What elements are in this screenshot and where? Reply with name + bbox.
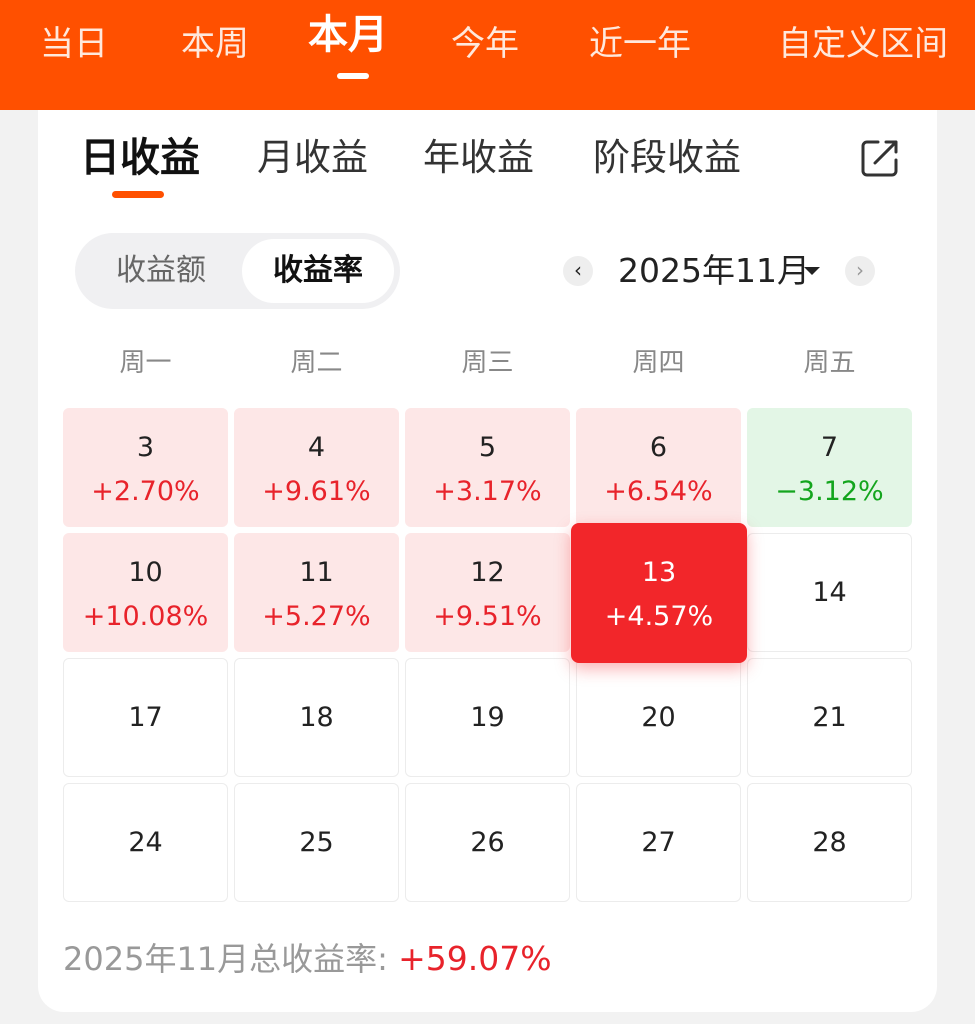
day-number: 10 bbox=[128, 557, 163, 588]
period-tab-custom-range[interactable]: 自定义区间 bbox=[778, 24, 948, 64]
period-tab-bar: 当日 本周 本月 今年 近一年 自定义区间 bbox=[0, 0, 975, 110]
calendar-day-cell[interactable]: 17 bbox=[63, 658, 228, 777]
summary-label: 2025年11月总收益率: bbox=[63, 940, 399, 978]
day-number: 11 bbox=[299, 557, 334, 588]
calendar-day-cell[interactable]: 20 bbox=[576, 658, 741, 777]
summary-value: +59.07% bbox=[398, 939, 552, 978]
chevron-right-icon: › bbox=[856, 258, 864, 282]
day-number: 20 bbox=[641, 702, 676, 733]
period-tab-last-year[interactable]: 近一年 bbox=[589, 24, 691, 64]
calendar-day-cell[interactable]: 11 +5.27% bbox=[234, 533, 399, 652]
calendar-day-cell[interactable]: 24 bbox=[63, 783, 228, 902]
weekday-thu: 周四 bbox=[632, 348, 685, 378]
day-return-value: +10.08% bbox=[82, 601, 209, 632]
weekday-tue: 周二 bbox=[290, 348, 343, 378]
weekday-mon: 周一 bbox=[119, 348, 172, 378]
weekday-wed: 周三 bbox=[461, 348, 514, 378]
subtab-yearly-returns[interactable]: 年收益 bbox=[423, 136, 534, 179]
day-number: 21 bbox=[812, 702, 847, 733]
subtab-period-returns[interactable]: 阶段收益 bbox=[593, 136, 741, 179]
calendar-day-cell[interactable]: 21 bbox=[747, 658, 912, 777]
subtab-monthly-returns[interactable]: 月收益 bbox=[257, 136, 368, 179]
next-month-button[interactable]: › bbox=[845, 256, 875, 286]
share-icon[interactable] bbox=[858, 136, 902, 180]
day-number: 18 bbox=[299, 702, 334, 733]
toggle-return-rate[interactable]: 收益率 bbox=[242, 239, 394, 303]
calendar-day-cell[interactable]: 4 +9.61% bbox=[234, 408, 399, 527]
day-number: 25 bbox=[299, 827, 334, 858]
calendar-day-cell[interactable]: 3 +2.70% bbox=[63, 408, 228, 527]
calendar-day-cell[interactable]: 26 bbox=[405, 783, 570, 902]
day-return-value: +4.57% bbox=[604, 601, 714, 632]
period-tab-this-week[interactable]: 本周 bbox=[181, 24, 249, 64]
weekday-fri: 周五 bbox=[803, 348, 856, 378]
calendar-day-cell[interactable]: 7 −3.12% bbox=[747, 408, 912, 527]
day-number: 28 bbox=[812, 827, 847, 858]
month-total-summary: 2025年11月总收益率: +59.07% bbox=[63, 937, 552, 981]
day-number: 3 bbox=[136, 432, 155, 463]
period-tab-indicator bbox=[337, 73, 369, 79]
caret-down-icon[interactable] bbox=[804, 267, 820, 275]
day-return-value: +9.61% bbox=[262, 476, 371, 507]
calendar-day-cell[interactable]: 28 bbox=[747, 783, 912, 902]
day-number: 27 bbox=[641, 827, 676, 858]
calendar-day-cell[interactable]: 6 +6.54% bbox=[576, 408, 741, 527]
subtab-indicator bbox=[112, 191, 164, 198]
day-return-value: +5.27% bbox=[262, 601, 371, 632]
month-selector[interactable]: 2025年11月 bbox=[618, 251, 810, 290]
day-number: 17 bbox=[128, 702, 163, 733]
day-number: 12 bbox=[470, 557, 505, 588]
calendar-day-cell[interactable]: 13 +4.57% bbox=[571, 523, 747, 663]
day-return-value: +3.17% bbox=[433, 476, 542, 507]
day-number: 24 bbox=[128, 827, 163, 858]
amount-rate-toggle: 收益额 收益率 bbox=[75, 233, 400, 309]
calendar-day-cell[interactable]: 10 +10.08% bbox=[63, 533, 228, 652]
day-number: 19 bbox=[470, 702, 505, 733]
day-return-value: +9.51% bbox=[433, 601, 542, 632]
period-tab-today[interactable]: 当日 bbox=[40, 24, 108, 64]
day-number: 5 bbox=[478, 432, 497, 463]
day-number: 6 bbox=[649, 432, 668, 463]
calendar-day-cell[interactable]: 19 bbox=[405, 658, 570, 777]
calendar-day-cell[interactable]: 27 bbox=[576, 783, 741, 902]
day-number: 13 bbox=[641, 557, 677, 588]
calendar-day-cell[interactable]: 14 bbox=[747, 533, 912, 652]
day-number: 4 bbox=[307, 432, 326, 463]
calendar-day-cell[interactable]: 12 +9.51% bbox=[405, 533, 570, 652]
day-return-value: −3.12% bbox=[775, 476, 884, 507]
prev-month-button[interactable]: ‹ bbox=[563, 256, 593, 286]
calendar-day-cell[interactable]: 5 +3.17% bbox=[405, 408, 570, 527]
day-number: 14 bbox=[812, 577, 847, 608]
day-return-value: +2.70% bbox=[91, 476, 200, 507]
period-tab-this-month[interactable]: 本月 bbox=[308, 12, 388, 58]
day-return-value: +6.54% bbox=[604, 476, 713, 507]
day-number: 7 bbox=[820, 432, 839, 463]
subtab-daily-returns[interactable]: 日收益 bbox=[80, 135, 200, 181]
day-number: 26 bbox=[470, 827, 505, 858]
period-tab-this-year[interactable]: 今年 bbox=[451, 24, 519, 64]
chevron-left-icon: ‹ bbox=[574, 258, 582, 282]
calendar-day-cell[interactable]: 25 bbox=[234, 783, 399, 902]
calendar-day-cell[interactable]: 18 bbox=[234, 658, 399, 777]
toggle-return-amount[interactable]: 收益额 bbox=[116, 253, 206, 288]
